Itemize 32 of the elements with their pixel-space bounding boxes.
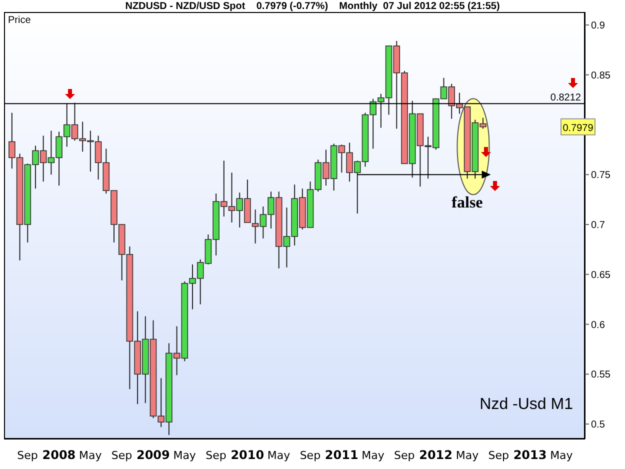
x-tick-label: 2009 bbox=[136, 448, 170, 462]
x-tick-label: Sep bbox=[111, 449, 132, 462]
y-tick-label: 0.55 bbox=[591, 370, 611, 381]
y-axis-title: Price bbox=[8, 15, 32, 26]
annotation: Nzd -Usd M1 bbox=[480, 396, 574, 413]
y-tick-label: 0.5 bbox=[591, 420, 606, 431]
y-tick-label: 0.85 bbox=[591, 70, 611, 82]
x-tick-label: 2011 bbox=[324, 448, 358, 462]
y-tick-label: 0.7 bbox=[591, 220, 606, 232]
x-tick-label: 2008 bbox=[42, 448, 76, 462]
y-tick-label: 0.75 bbox=[591, 170, 611, 182]
x-tick-label: 2013 bbox=[513, 448, 547, 462]
x-tick-label: May bbox=[78, 449, 102, 462]
ref-line-label: 0.8212 bbox=[550, 92, 582, 104]
x-tick-label: Sep bbox=[300, 449, 321, 462]
annotation: 0.7979 bbox=[562, 122, 594, 134]
x-tick-label: Sep bbox=[394, 449, 415, 462]
y-tick-label: 0.9 bbox=[591, 20, 606, 32]
x-tick-label: May bbox=[456, 449, 480, 462]
x-tick-label: May bbox=[173, 449, 196, 462]
x-tick-label: 2012 bbox=[419, 448, 453, 462]
y-tick-label: 0.65 bbox=[591, 270, 611, 281]
x-tick-label: May bbox=[550, 449, 574, 462]
chart-title: NZDUSD - NZD/USD Spot 0.7979 (-0.77%) Monthly 07 Jul 2012 02:55 (21:55) bbox=[124, 1, 501, 12]
x-tick-label: 2010 bbox=[230, 448, 264, 462]
x-tick-label: Sep bbox=[206, 449, 226, 462]
x-tick-label: Sep bbox=[488, 449, 510, 462]
x-tick-label: May bbox=[362, 449, 385, 462]
x-tick-label: Sep bbox=[17, 449, 38, 462]
annotation: false bbox=[452, 194, 483, 212]
y-tick-label: 0.6 bbox=[591, 320, 606, 331]
x-tick-label: May bbox=[267, 449, 291, 462]
